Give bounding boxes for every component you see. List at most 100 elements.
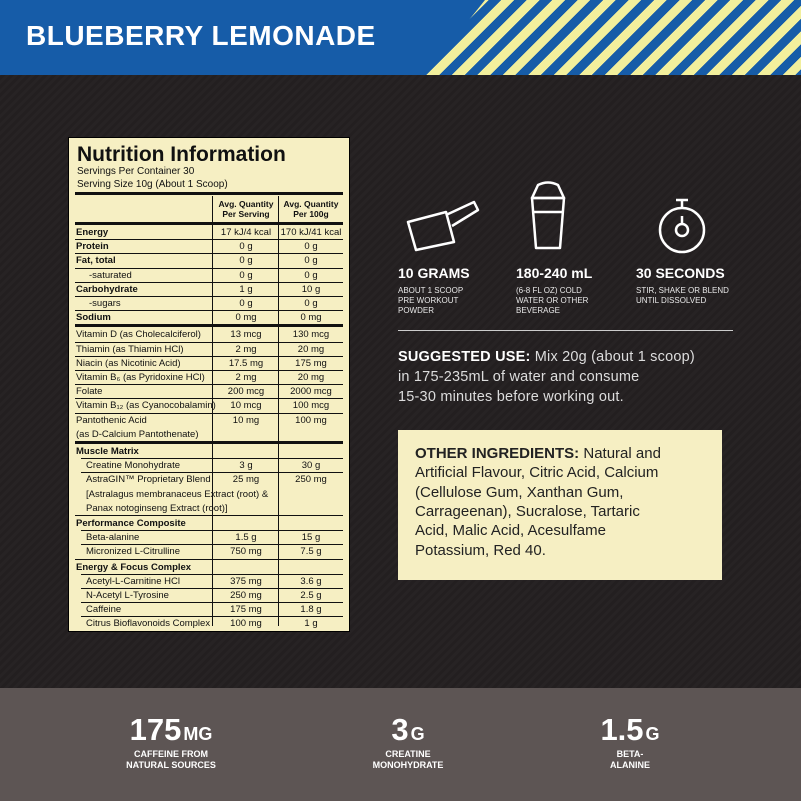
row-line [75,296,343,297]
per-serving: 200 mcg [227,386,265,398]
highlight-caption: NATURAL SOURCES [126,760,216,770]
row-label: Fat, total [76,255,116,267]
highlight-caption: MONOHYDRATE [372,760,444,770]
direction-title: 10 GRAMS [398,265,470,281]
row-box [81,573,343,588]
row-label: Caffeine [86,604,122,616]
per-serving: 17 kJ/4 kcal [220,227,272,238]
highlight-value: 3 [391,712,409,747]
per-100g: 2.5 g [300,590,322,601]
per-serving: 17.5 mg [228,357,264,369]
highlight-value: 1.5 [600,712,644,747]
per-serving: 375 mg [230,575,262,587]
row-label: Vitamin D (as Cholecalciferol) [76,329,201,341]
timer-crown [676,198,688,224]
ingredients-text: Acid, Malic Acid, Acesulfame [415,522,606,540]
row-label: Vitamin B₁₂ (as Cyanocobalamin) [76,400,216,412]
row-label: Pantothenic Acid [76,414,147,426]
ingredients-text: (Cellulose Gum, Xanthan Gum, [415,483,624,501]
suggested-line: in 175-235mL of water and consume [398,369,639,385]
row-line [75,412,343,414]
suggested-line: SUGGESTED USE: Mix 20g (about 1 scoop) [398,349,695,365]
shaker-icon [530,196,566,250]
col-sep [212,196,213,626]
row-label: Carbohydrate [76,283,138,295]
row-box [81,588,343,602]
rule [75,192,343,195]
row-label: Beta-alanine [86,532,140,544]
per-serving: 1 g [239,283,253,295]
timer-center [674,222,690,238]
row-label: Acetyl-L-Carnitine HCl [86,575,180,587]
direction-text: STIR, SHAKE OR BLEND [636,286,729,295]
section-heading: Muscle Matrix [76,446,139,457]
per-100g: 20 mg [297,343,325,355]
per-serving: 2 mg [235,372,257,383]
per-100g: 7.5 g [300,546,322,558]
servings: Servings Per Container 30 [77,166,195,177]
per-serving: 0 g [239,255,253,267]
row-label: -saturated [89,269,132,281]
row-label: Energy [76,227,109,238]
ingredients-line: Artificial Flavour, Citric Acid, Calcium [415,464,658,481]
per-100g: 130 mcg [292,329,330,341]
per-serving: 1.5 g [235,532,257,544]
per-serving: 3 g [239,460,253,472]
ingredients-line: (Cellulose Gum, Xanthan Gum, [415,484,623,501]
row-label: (as D-Calcium Pantothenate) [76,428,199,440]
ingredients-line: Potassium, Red 40. [415,542,546,559]
row-label: Folate [76,386,103,398]
ingredients-label: OTHER INGREDIENTS: [415,445,580,462]
row-label: [Astralagus membranaceus Extract (root) … [86,488,269,500]
highlight-band [0,688,801,801]
column-header: Avg. Quantity [283,199,339,209]
highlight-caption: ALANINE [610,760,650,770]
rule [75,558,343,560]
direction-text: (6-8 FL OZ) COLD [516,286,582,295]
ingredients-text: Carrageenan), Sucralose, Tartaric [415,502,640,520]
product-title: BLUEBERRY LEMONADE [26,20,376,51]
per-serving: 750 mg [230,546,262,558]
row-line [75,370,343,371]
row-label: N-Acetyl L-Tyrosine [86,590,169,601]
direction-title: 30 SECONDS [636,265,725,281]
per-100g: 175 mg [295,357,327,369]
rule [75,324,343,328]
direction-text: ABOUT 1 SCOOP [398,286,464,295]
direction-text: WATER OR OTHER [516,296,589,305]
highlight-unit: MG [183,724,213,744]
row-label: Sodium [76,312,111,324]
ingredients-line: OTHER INGREDIENTS: Natural and [415,445,661,462]
icons [406,181,706,254]
per-serving: 0 mg [235,312,257,324]
row-box [81,472,343,515]
highlight: 1.5 G [550,712,710,748]
per-serving: 100 mg [230,618,262,630]
row-box [81,530,343,544]
row-label: Vitamin B₆ (as Pyridoxine HCl) [76,372,205,383]
highlight-value: 175 [129,712,182,747]
nutrition-panel: Nutrition Information Servings Per Contai… [68,137,350,632]
stripes [425,0,801,75]
suggested-label: SUGGESTED USE: [398,349,531,365]
suggested-line: 15-30 minutes before working out. [398,389,624,405]
row-line [75,281,343,283]
section-heading: Energy & Focus Complex [76,561,192,573]
col-sep [278,196,279,626]
column-header: Avg. Quantity [218,199,274,209]
rule [75,441,343,444]
highlight-unit: G [645,724,660,744]
row-label: Protein [76,241,109,253]
row-label: Creatine Monohydrate [86,460,180,472]
direction-text: UNTIL DISSOLVED [636,296,707,305]
per-100g: 20 mg [297,372,325,383]
per-100g: 15 g [301,532,321,544]
row-label: Citrus Bioflavonoids Complex [86,618,211,630]
section-heading: Performance Composite [76,518,186,529]
row-line [75,253,343,255]
ingredients-line: Carrageenan), Sucralose, Tartaric [415,503,640,520]
direction-text: POWDER [398,306,434,315]
row-line [75,398,343,400]
